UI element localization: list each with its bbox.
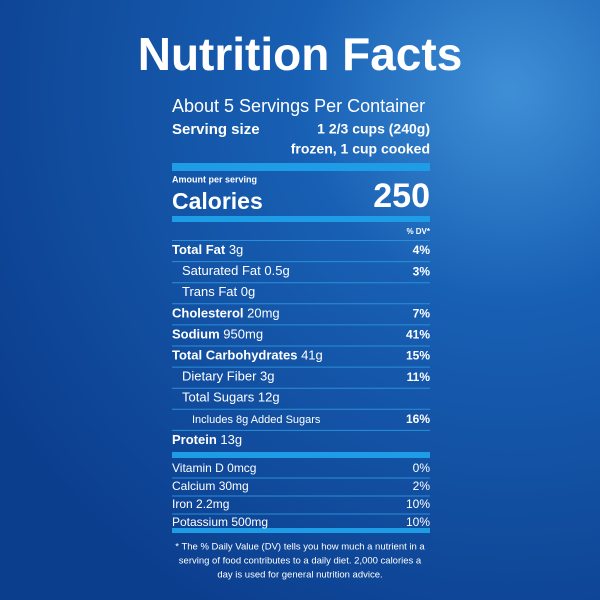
vitamin-name: Vitamin D xyxy=(172,461,224,475)
amount-per-serving: Amount per serving xyxy=(172,174,257,184)
servings: About 5 Servings Per Container xyxy=(172,96,425,116)
nutrient-name: Total Carbohydrates xyxy=(172,348,297,363)
vitamin-row: Potassium 500mg xyxy=(172,515,268,529)
nutrient-amount: 950mg xyxy=(223,327,263,342)
nutrient-dv: 7% xyxy=(413,306,431,320)
nutrient-row: Dietary Fiber 3g xyxy=(182,369,275,384)
nutrient-row: Trans Fat 0g xyxy=(182,285,255,300)
serving-size-label: Serving size xyxy=(172,121,260,138)
vitamin-amount: 500mg xyxy=(231,515,268,529)
vitamin-amount: 2.2mg xyxy=(196,497,229,511)
nutrient-amount: 41g xyxy=(301,348,323,363)
nutrient-row: Total Fat 3g xyxy=(172,242,243,257)
footnote: * The % Daily Value (DV) tells you how m… xyxy=(175,542,425,553)
nutrient-name: Cholesterol xyxy=(172,306,244,321)
nutrient-dv: 11% xyxy=(407,370,431,384)
nutrient-dv: 16% xyxy=(406,412,430,426)
serving-size-note: frozen, 1 cup cooked xyxy=(291,141,430,157)
footnote: day is used for general nutrition advice… xyxy=(217,570,382,581)
nutrient-name: Sodium xyxy=(172,327,220,342)
nutrient-row: Saturated Fat 0.5g xyxy=(182,264,290,279)
vitamin-amount: 0mcg xyxy=(227,461,256,475)
nutrient-amount: 12g xyxy=(258,390,280,405)
nutrient-dv: 15% xyxy=(406,349,430,363)
calories-value: 250 xyxy=(373,177,430,215)
vitamin-name: Calcium xyxy=(172,479,215,493)
nutrient-name: Protein xyxy=(172,432,217,447)
nutrient-amount: 3g xyxy=(229,242,243,257)
nutrient-row: Total Sugars 12g xyxy=(182,390,280,405)
medium-rule xyxy=(172,452,430,458)
nutrient-row: Protein 13g xyxy=(172,432,242,447)
nutrient-name: Total Fat xyxy=(172,242,226,257)
nutrient-row: Sodium 950mg xyxy=(172,327,263,342)
dv-header: % DV* xyxy=(406,227,430,236)
vitamin-row: Calcium 30mg xyxy=(172,479,249,493)
vitamin-name: Potassium xyxy=(172,515,228,529)
nutrient-name: Dietary Fiber xyxy=(182,369,257,384)
thick-rule xyxy=(172,163,430,171)
nutrient-dv: 41% xyxy=(406,328,430,342)
vitamin-row: Vitamin D 0mcg xyxy=(172,461,256,475)
vitamin-dv: 10% xyxy=(406,497,430,511)
rows: Total Fat 3g 4% Saturated Fat 0.5g 3% Trans … xyxy=(172,240,431,581)
nutrient-row: Total Carbohydrates 41g xyxy=(172,348,323,363)
medium-rule xyxy=(172,216,430,222)
serving-size-amount: 1 2/3 cups (240g) xyxy=(317,121,430,137)
nutrient-amount: 20mg xyxy=(247,306,280,321)
nutrient-amount: 0g xyxy=(241,285,255,300)
nutrient-name: Saturated Fat xyxy=(182,264,261,279)
footnote: serving of food contributes to a daily d… xyxy=(179,556,422,567)
calories-label: Calories xyxy=(172,188,263,214)
nutrient-dv: 4% xyxy=(413,243,431,257)
nutrient-amount: 0.5g xyxy=(264,264,289,279)
vitamin-amount: 30mg xyxy=(219,479,249,493)
nutrient-amount: 3g xyxy=(260,369,274,384)
title: Nutrition Facts xyxy=(138,28,463,80)
nutrient-name: Includes 8g Added Sugars xyxy=(192,414,321,426)
vitamin-row: Iron 2.2mg xyxy=(172,497,229,511)
nutrient-amount: 13g xyxy=(220,432,242,447)
vitamin-dv: 2% xyxy=(413,479,431,493)
nutrient-name: Total Sugars xyxy=(182,390,255,405)
vitamin-dv: 0% xyxy=(413,461,431,475)
vitamin-name: Iron xyxy=(172,497,193,511)
nutrient-dv: 3% xyxy=(413,264,431,278)
nutrient-row: Includes 8g Added Sugars xyxy=(192,414,321,426)
medium-rule xyxy=(172,528,430,533)
vitamin-dv: 10% xyxy=(406,515,430,529)
nutrient-name: Trans Fat xyxy=(182,285,238,300)
nutrient-row: Cholesterol 20mg xyxy=(172,306,280,321)
